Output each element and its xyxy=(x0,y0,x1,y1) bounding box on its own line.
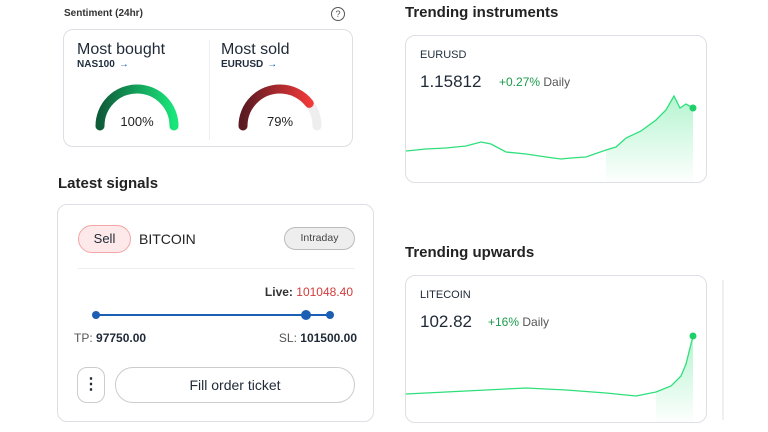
trending-instruments-title: Trending instruments xyxy=(405,4,559,21)
trending-change: +0.27% Daily xyxy=(499,75,571,89)
eurusd-sparkline xyxy=(406,94,697,182)
latest-signals-title: Latest signals xyxy=(58,175,159,192)
arrow-right-icon: → xyxy=(267,59,278,70)
litecoin-sparkline xyxy=(406,332,697,422)
signal-instrument[interactable]: BITCOIN xyxy=(139,231,196,247)
vertical-dots-icon[interactable]: ⋮ xyxy=(77,367,105,403)
sell-badge: Sell xyxy=(78,225,131,253)
arrow-right-icon: → xyxy=(118,59,129,70)
eurusd-endpoint xyxy=(689,104,697,112)
most-bought-link[interactable]: NAS100 → xyxy=(77,59,129,70)
sentiment-card: Most bought NAS100 → Most sold EURUSD → 10… xyxy=(63,29,353,147)
most-bought-instrument: NAS100 xyxy=(77,59,115,70)
timeframe-badge: Intraday xyxy=(284,227,355,250)
upwards-change: +16% Daily xyxy=(488,315,550,329)
most-bought-gauge xyxy=(95,84,179,131)
upwards-instrument: LITECOIN xyxy=(420,289,471,301)
fill-order-ticket-button[interactable]: Fill order ticket xyxy=(115,367,355,403)
most-sold-gauge xyxy=(238,84,322,131)
most-sold-instrument: EURUSD xyxy=(221,59,264,70)
most-sold-percent: 79% xyxy=(266,114,294,129)
tp-value: TP: 97750.00 xyxy=(74,331,147,345)
upwards-price: 102.82 xyxy=(420,312,472,331)
sl-value: SL: 101500.00 xyxy=(278,331,357,345)
live-marker xyxy=(301,310,311,320)
live-price: Live: 101048.40 xyxy=(264,285,353,299)
price-range-line xyxy=(95,314,330,316)
most-sold-link[interactable]: EURUSD → xyxy=(221,59,277,70)
tp-marker xyxy=(92,311,100,319)
sentiment-title: Sentiment (24hr) xyxy=(64,8,143,19)
question-circle-icon[interactable]: ? xyxy=(331,7,345,21)
most-bought-label: Most bought xyxy=(77,41,166,58)
signal-card[interactable]: Sell BITCOIN Intraday Live: 101048.40 TP… xyxy=(57,204,374,422)
trending-upwards-title: Trending upwards xyxy=(405,244,535,261)
sl-marker xyxy=(326,311,334,319)
trending-instrument: EURUSD xyxy=(420,49,467,61)
most-bought-percent: 100% xyxy=(120,114,154,129)
most-sold-label: Most sold xyxy=(221,41,290,58)
litecoin-endpoint xyxy=(689,332,697,340)
trending-card-eurusd[interactable]: EURUSD 1.15812 +0.27% Daily xyxy=(405,35,707,183)
trending-card-litecoin[interactable]: LITECOIN 102.82 +16% Daily xyxy=(405,275,707,423)
trending-price: 1.15812 xyxy=(420,72,482,91)
